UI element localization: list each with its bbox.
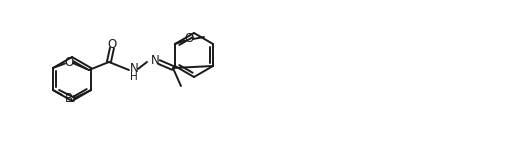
Text: Br: Br	[64, 91, 77, 104]
Text: H: H	[130, 72, 138, 82]
Text: O: O	[64, 55, 74, 69]
Text: O: O	[184, 33, 194, 46]
Text: O: O	[107, 37, 117, 51]
Text: N: N	[129, 63, 138, 76]
Text: N: N	[150, 54, 159, 67]
